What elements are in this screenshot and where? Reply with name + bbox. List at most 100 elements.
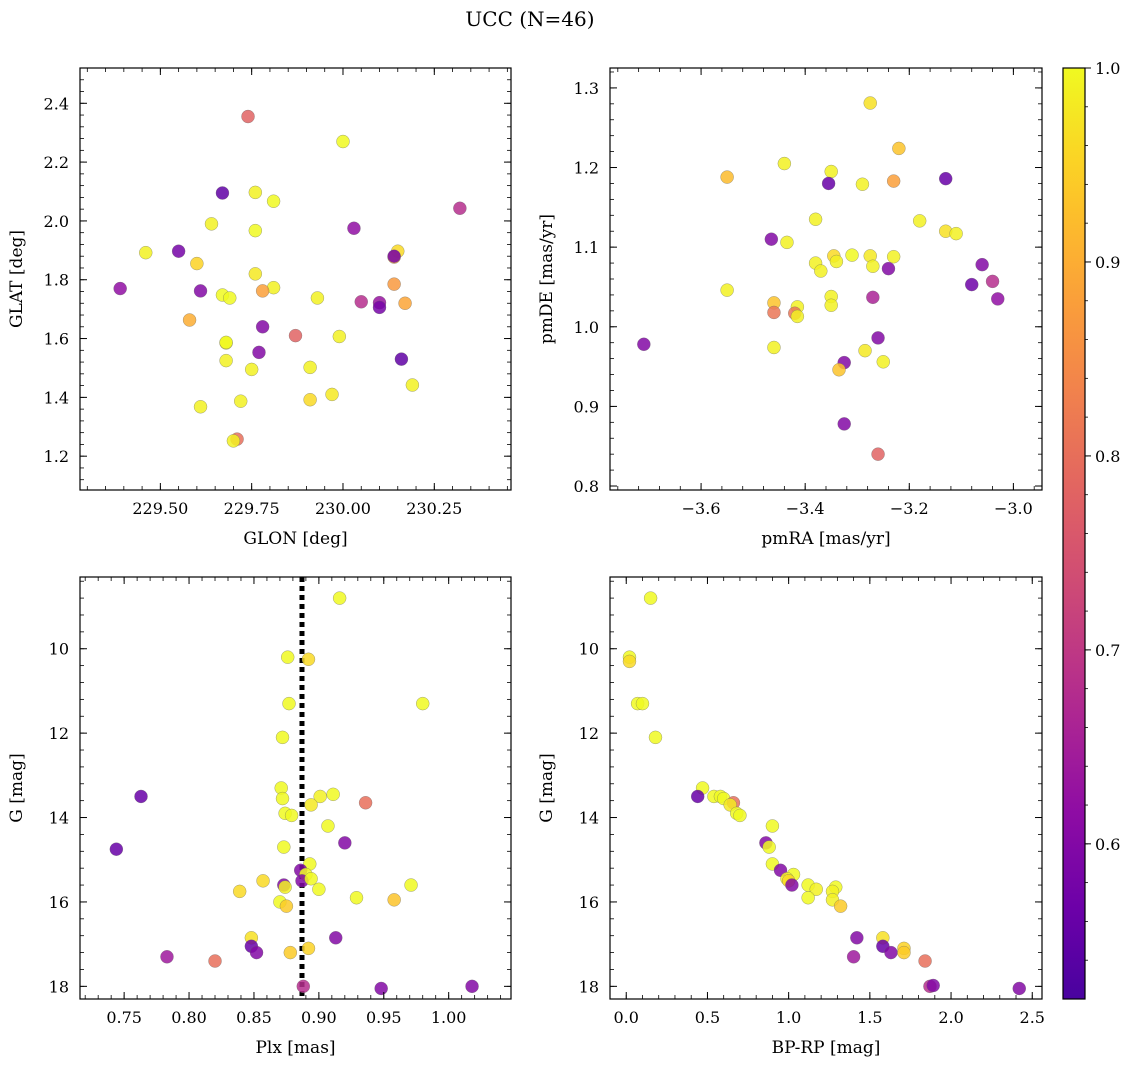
data-point — [764, 232, 779, 246]
data-point — [223, 291, 237, 305]
data-point — [208, 954, 222, 968]
y-tick-label: 1.4 — [44, 388, 69, 407]
data-point — [918, 954, 932, 968]
data-point — [892, 141, 906, 156]
data-point — [846, 950, 861, 964]
data-point — [193, 400, 208, 414]
data-point — [790, 309, 805, 324]
data-point — [855, 177, 870, 191]
data-point — [821, 176, 836, 191]
data-point — [897, 945, 911, 960]
y-tick-label: 16 — [579, 893, 599, 912]
data-point — [232, 884, 247, 899]
y-tick-label: 0.8 — [574, 477, 599, 496]
data-point — [193, 284, 208, 298]
data-point — [858, 343, 872, 358]
data-point — [204, 217, 219, 231]
data-point — [814, 264, 828, 278]
data-point — [690, 789, 705, 804]
data-point — [415, 696, 430, 711]
data-point — [288, 328, 303, 343]
data-point — [398, 296, 412, 311]
y-tick-label: 16 — [49, 893, 69, 912]
y-tick-label: 12 — [579, 724, 599, 743]
data-point — [824, 164, 838, 179]
y-tick-label: 1.0 — [574, 318, 599, 337]
data-point — [303, 392, 317, 407]
x-tick-label: −3.6 — [682, 499, 721, 518]
y-tick-label: 1.3 — [574, 79, 599, 98]
cmd-panel: 0.0 0.5 1.0 1.5 2.0 2.5 10 12 14 16 18 BP-RP [mag] G… — [537, 576, 1045, 1058]
data-point — [871, 331, 885, 345]
data-point — [886, 174, 901, 188]
data-point — [837, 417, 851, 431]
y-tick-label: 10 — [579, 640, 599, 659]
x-tick-label: 2.0 — [938, 1008, 963, 1027]
data-point — [465, 979, 479, 994]
data-point — [275, 791, 290, 806]
data-point — [884, 945, 898, 960]
y-tick-label: 2.2 — [44, 153, 69, 172]
data-point — [1012, 981, 1027, 996]
x-tick-label: 0.90 — [301, 1008, 337, 1027]
data-point — [394, 352, 409, 366]
data-point — [248, 223, 263, 238]
data-point — [372, 300, 387, 315]
y-tick-label: 1.8 — [44, 271, 69, 290]
data-point — [113, 281, 127, 296]
colorbar-tick-label: 0.8 — [1095, 447, 1120, 466]
data-point — [332, 329, 347, 344]
data-point — [938, 171, 953, 186]
y-tick-label: 1.6 — [44, 330, 69, 349]
data-point — [866, 290, 880, 305]
data-point — [985, 274, 1000, 289]
data-point — [358, 796, 373, 810]
data-point — [332, 591, 347, 605]
data-point — [829, 254, 844, 269]
data-point — [975, 257, 989, 272]
data-point — [824, 298, 838, 313]
data-point — [313, 789, 327, 804]
data-points — [109, 591, 479, 996]
data-point — [160, 950, 174, 964]
data-point — [252, 345, 266, 360]
data-point — [964, 277, 979, 292]
y-tick-label: 2.4 — [44, 94, 69, 113]
colorbar-tick-label: 0.9 — [1095, 253, 1120, 272]
data-point — [310, 291, 325, 305]
data-points — [113, 109, 467, 448]
data-point — [244, 362, 259, 377]
x-tick-label: −3.0 — [994, 499, 1033, 518]
x-tick-label: 229.50 — [132, 499, 188, 518]
data-point — [134, 789, 148, 804]
data-point — [881, 261, 896, 276]
data-points — [622, 591, 1027, 996]
data-point — [190, 256, 204, 271]
data-point — [283, 945, 298, 960]
data-point — [648, 730, 663, 745]
data-point — [248, 185, 263, 200]
data-point — [321, 819, 335, 833]
data-point — [349, 890, 364, 905]
data-point — [886, 249, 901, 264]
data-point — [405, 378, 420, 392]
colorbar-tick-label: 0.7 — [1095, 641, 1120, 660]
axes-frame — [79, 67, 512, 491]
axes-frame — [79, 576, 512, 1000]
data-point — [109, 842, 124, 856]
data-point — [404, 878, 418, 892]
glon-glat-panel: 229.50 229.75 230.00 230.25 1.2 1.4 1.6 1.8 2.0 2… — [7, 67, 512, 549]
x-tick-label: 1.5 — [857, 1008, 882, 1027]
data-point — [280, 650, 295, 664]
data-point — [249, 945, 264, 960]
data-point — [296, 979, 311, 994]
y-tick-label: 18 — [579, 977, 599, 996]
data-point — [387, 277, 401, 291]
y-tick-label: 1.2 — [574, 159, 599, 178]
y-tick-label: 14 — [49, 809, 69, 828]
data-point — [845, 248, 859, 262]
data-point — [233, 394, 248, 408]
data-point — [282, 696, 296, 711]
colorbar-gradient — [1062, 67, 1086, 1000]
